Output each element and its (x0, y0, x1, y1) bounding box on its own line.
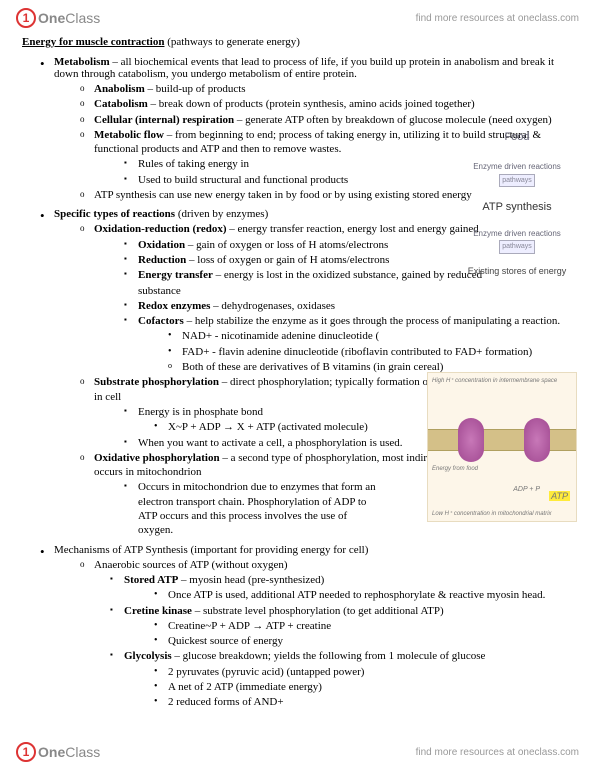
fig1-rx1: Enzyme driven reactions (457, 161, 577, 172)
figure-mitochondrion: High H⁺ concentration in intermembrane s… (427, 372, 577, 522)
fig1-rx2: Enzyme driven reactions (457, 228, 577, 239)
doc-title: Energy for muscle contraction (22, 36, 164, 48)
section-mechanisms: Mechanisms of ATP Synthesis (important f… (40, 544, 573, 710)
footer-logo-text: OneClass (38, 744, 100, 760)
item-redox-enzymes: Redox enzymes – dehydrogenases, oxidases (124, 299, 573, 313)
fig1-store: Existing stores of energy (457, 265, 577, 278)
item-cofactors: Cofactors – help stabilize the enzyme as… (124, 314, 573, 374)
fig1-path1: pathways (499, 174, 535, 188)
fig2-protein-2 (524, 418, 550, 462)
logo: 1 OneClass (16, 8, 100, 28)
item-fad: FAD+ - flavin adenine dinucleotide (ribo… (168, 345, 573, 359)
et-cont: substance (94, 284, 573, 298)
logo-icon: 1 (16, 8, 36, 28)
item-respiration: Cellular (internal) respiration – genera… (80, 113, 573, 127)
fig2-protein-1 (458, 418, 484, 462)
gly-nad: 2 reduced forms of AND+ (154, 695, 573, 709)
logo-text: OneClass (38, 10, 100, 26)
item-glycolysis: Glycolysis – glucose breakdown; yields t… (110, 649, 573, 709)
fig2-label-energy: Energy from food (432, 466, 478, 472)
item-stored-atp: Stored ATP – myosin head (pre-synthesize… (110, 573, 573, 603)
item-anabolism: Anabolism – build-up of products (80, 82, 573, 96)
doc-subtitle: (pathways to generate energy) (164, 36, 299, 48)
fig2-membrane (428, 429, 576, 451)
footer-tagline[interactable]: find more resources at oneclass.com (416, 747, 579, 758)
item-anaerobic: Anaerobic sources of ATP (without oxygen… (80, 558, 573, 572)
fig2-adp: ADP + P (513, 486, 540, 493)
fig1-atp: ATP synthesis (457, 200, 577, 215)
fig1-path2: pathways (499, 240, 535, 254)
footer-logo: 1 OneClass (16, 742, 100, 762)
gly-pyruvate: 2 pyruvates (pyruvic acid) (untapped pow… (154, 665, 573, 679)
ck-quick: Quickest source of energy (154, 634, 573, 648)
footer-logo-icon: 1 (16, 742, 36, 762)
item-nad: NAD+ - nicotinamide adenine dinucleotide… (168, 329, 573, 343)
stored-detail: Once ATP is used, additional ATP needed … (154, 588, 573, 602)
fig2-label-high: High H⁺ concentration in intermembrane s… (432, 377, 557, 384)
figure-energy-flow: Food Enzyme driven reactions pathways AT… (457, 130, 577, 277)
oxp-detail: Occurs in mitochondrion due to enzymes t… (124, 480, 384, 537)
fig2-label-low: Low H⁺ concentration in mitochondrial ma… (432, 510, 552, 517)
gly-atp: A net of 2 ATP (immediate energy) (154, 680, 573, 694)
item-catabolism: Catabolism – break down of products (pro… (80, 97, 573, 111)
fig1-food: Food (457, 130, 577, 145)
fig2-atp: ATP (549, 491, 570, 501)
item-creatine-kinase: Cretine kinase – substrate level phospho… (110, 604, 573, 649)
header-tagline[interactable]: find more resources at oneclass.com (416, 13, 579, 24)
ck-eq: Creatine~P + ADP → ATP + creatine (154, 619, 573, 633)
